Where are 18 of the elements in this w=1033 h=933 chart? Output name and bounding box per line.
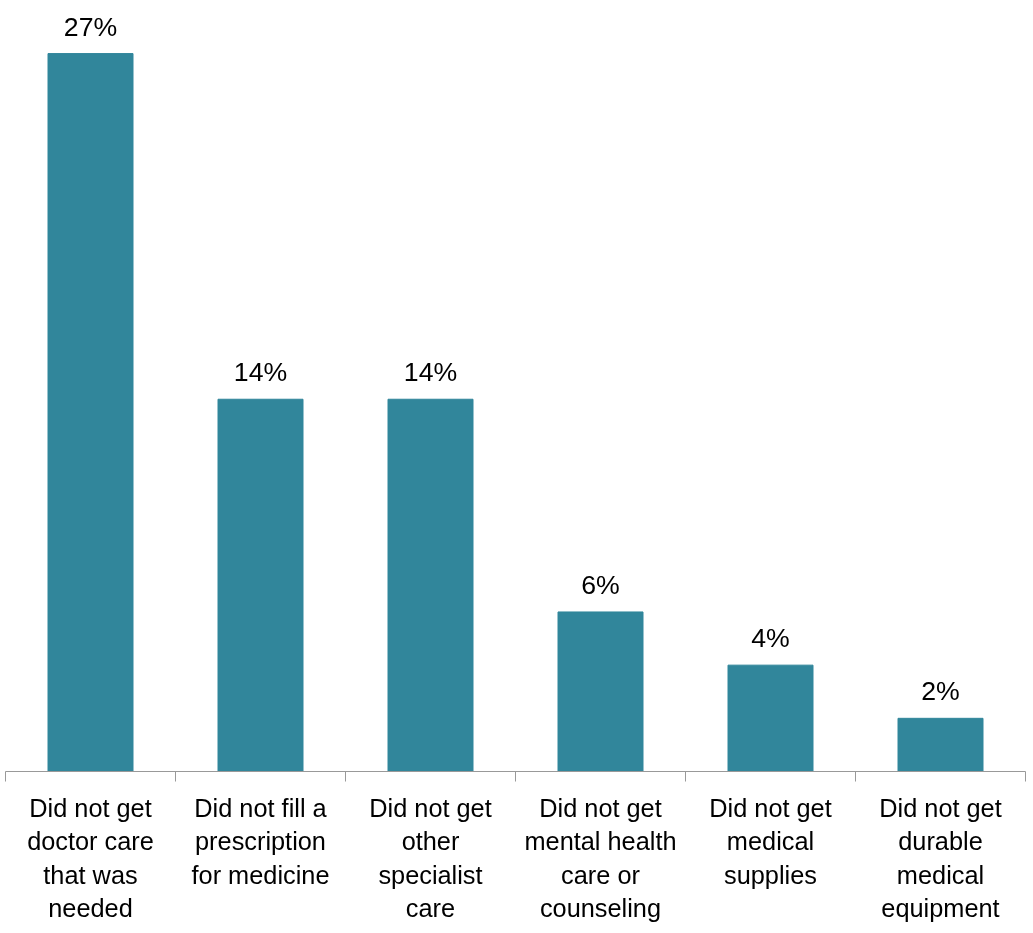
data-label: 6% <box>581 569 620 600</box>
bar <box>47 53 134 772</box>
data-label: 14% <box>403 357 458 388</box>
x-tick-label: Did not get mental health care or counseling <box>524 793 677 923</box>
data-label: 2% <box>921 676 960 707</box>
x-tick-label: Did not fill a prescription for medicine <box>191 793 330 889</box>
bar <box>897 717 984 772</box>
x-tick-label: Did not get doctor care that was needed <box>27 793 154 923</box>
data-label: 14% <box>233 357 288 388</box>
bar <box>557 611 644 772</box>
bar <box>217 398 304 772</box>
x-tick-label: Did not get medical supplies <box>709 793 832 889</box>
x-tick-label: Did not get durable medical equipment <box>879 793 1002 923</box>
x-tick-label: Did not get other specialist care <box>369 793 492 923</box>
data-label: 4% <box>751 623 790 654</box>
bar <box>387 398 474 772</box>
bar <box>727 664 814 772</box>
data-label: 27% <box>63 11 118 42</box>
